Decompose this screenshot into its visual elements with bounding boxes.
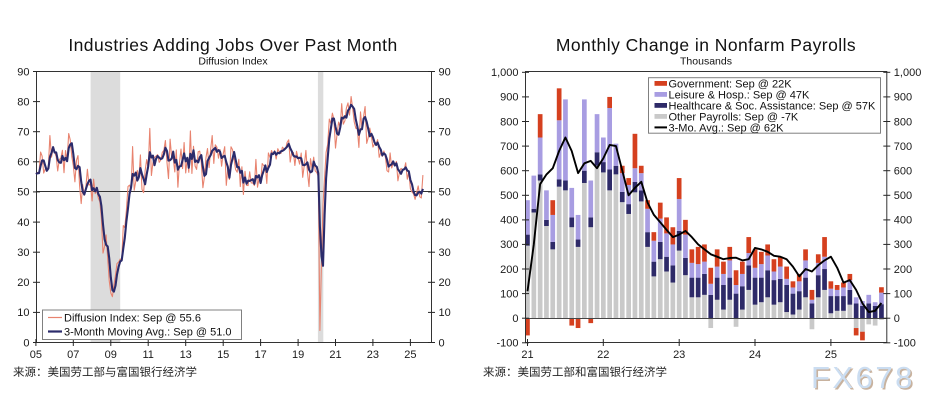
svg-text:1,000: 1,000 [894,67,922,79]
svg-text:600: 600 [894,166,912,178]
svg-text:300: 300 [894,239,912,251]
svg-text:30: 30 [17,247,29,259]
svg-text:Monthly Change in Nonfarm Payr: Monthly Change in Nonfarm Payrolls [556,35,856,55]
svg-text:21: 21 [521,349,533,361]
svg-text:50: 50 [439,187,451,199]
svg-text:400: 400 [894,215,912,227]
svg-text:80: 80 [439,96,451,108]
svg-text:800: 800 [894,116,912,128]
svg-text:FX678: FX678 [813,362,917,397]
svg-text:600: 600 [500,166,518,178]
svg-text:19: 19 [292,349,304,361]
svg-text:23: 23 [367,349,379,361]
svg-text:11: 11 [142,349,153,361]
svg-text:30: 30 [439,247,451,259]
svg-text:70: 70 [17,127,29,139]
svg-text:50: 50 [17,187,29,199]
svg-text:Thousands: Thousands [680,56,732,68]
svg-text:10: 10 [17,307,29,319]
svg-text:22: 22 [597,349,609,361]
svg-text:-100: -100 [496,338,518,350]
svg-text:09: 09 [105,349,117,361]
svg-text:21: 21 [329,349,341,361]
svg-text:900: 900 [500,92,518,104]
svg-text:20: 20 [439,277,451,289]
svg-text:200: 200 [894,264,912,276]
svg-text:40: 40 [17,217,29,229]
svg-text:700: 700 [894,141,912,153]
svg-text:15: 15 [217,349,229,361]
svg-text:70: 70 [439,127,451,139]
svg-text:Other Payrolls: Sep @ -7K: Other Payrolls: Sep @ -7K [669,111,799,123]
svg-text:90: 90 [439,66,451,78]
svg-text:20: 20 [17,277,29,289]
svg-text:3-Mo. Avg.: Sep @ 62K: 3-Mo. Avg.: Sep @ 62K [669,122,785,134]
svg-text:40: 40 [439,217,451,229]
svg-text:900: 900 [894,92,912,104]
svg-text:FX678: FX678 [811,360,915,395]
svg-text:700: 700 [500,141,518,153]
svg-text:-100: -100 [894,338,916,350]
svg-text:25: 25 [825,349,837,361]
svg-text:1,000: 1,000 [491,67,519,79]
svg-text:0: 0 [894,313,900,325]
svg-text:Industries Adding Jobs Over Pa: Industries Adding Jobs Over Past Month [68,35,397,55]
svg-text:Healthcare & Soc. Assistance:: Healthcare & Soc. Assistance: Sep @ 57K [669,100,876,112]
svg-text:100: 100 [894,288,912,300]
svg-text:23: 23 [673,349,685,361]
svg-text:0: 0 [512,313,518,325]
svg-text:90: 90 [17,66,29,78]
svg-text:80: 80 [17,96,29,108]
svg-text:Government: Sep @ 22K: Government: Sep @ 22K [669,78,793,90]
svg-text:0: 0 [23,337,29,349]
svg-text:24: 24 [749,349,761,361]
svg-text:0: 0 [439,337,445,349]
svg-text:17: 17 [254,349,266,361]
svg-text:Diffusion Index: Diffusion Index [198,56,268,68]
svg-text:05: 05 [30,349,42,361]
svg-text:Leisure & Hosp.: Sep @ 47K: Leisure & Hosp.: Sep @ 47K [669,89,810,101]
svg-text:07: 07 [67,349,79,361]
svg-text:800: 800 [500,116,518,128]
svg-text:60: 60 [439,157,451,169]
svg-text:300: 300 [500,239,518,251]
svg-text:200: 200 [500,264,518,276]
svg-text:100: 100 [500,288,518,300]
svg-text:3-Month Moving Avg.: Sep @ 51.: 3-Month Moving Avg.: Sep @ 51.0 [64,327,232,339]
svg-text:13: 13 [180,349,192,361]
svg-text:500: 500 [500,190,518,202]
svg-text:60: 60 [17,157,29,169]
svg-text:Diffusion Index: Sep @ 55.6: Diffusion Index: Sep @ 55.6 [64,313,201,325]
svg-text:400: 400 [500,215,518,227]
svg-text:10: 10 [439,307,451,319]
svg-text:25: 25 [404,349,416,361]
svg-text:500: 500 [894,190,912,202]
